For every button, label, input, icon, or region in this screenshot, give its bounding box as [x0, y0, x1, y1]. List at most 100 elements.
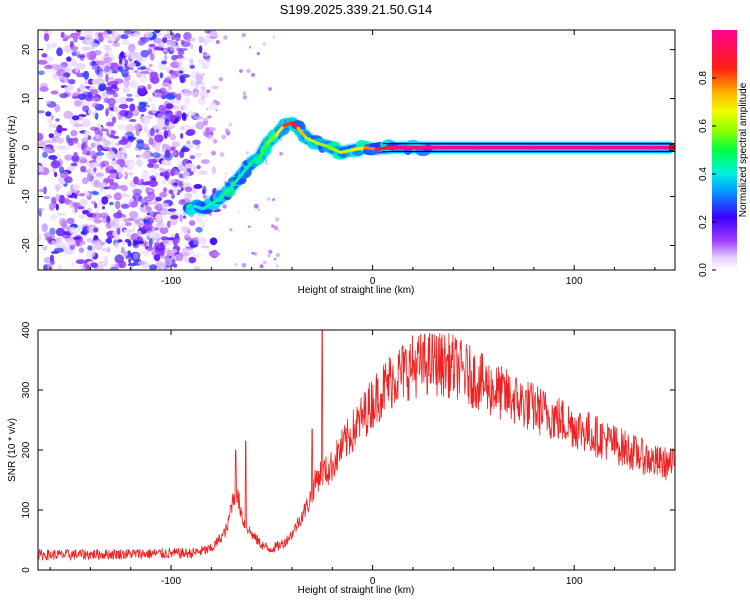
noise-blob [120, 146, 126, 155]
noise-blob [166, 40, 176, 48]
colorbar-tick-label: 0.0 [698, 263, 709, 277]
noise-blob [118, 170, 123, 179]
noise-blob [130, 201, 136, 207]
x-tick-label: 100 [566, 276, 583, 287]
noise-blob [241, 263, 247, 268]
noise-blob [83, 263, 87, 269]
noise-blob [181, 41, 191, 48]
spectrogram-ridge [182, 116, 675, 216]
noise-blob [81, 119, 91, 128]
spectrogram-ylabel: Frequency (Hz) [7, 116, 18, 185]
noise-blob [179, 149, 185, 159]
noise-blob [248, 225, 251, 228]
noise-blob [97, 182, 104, 189]
noise-blob [272, 36, 275, 39]
noise-blob [38, 70, 45, 76]
noise-blob [63, 248, 74, 255]
noise-blob [203, 238, 207, 245]
noise-blob [159, 224, 168, 228]
noise-blob [41, 53, 48, 58]
noise-blob [202, 129, 212, 137]
colorbar-tick-label: 0.8 [698, 71, 709, 85]
y-tick-label: 20 [21, 44, 32, 56]
noise-blob [98, 83, 107, 91]
noise-blob [148, 63, 153, 68]
noise-blob [190, 79, 194, 88]
noise-blob [66, 56, 72, 62]
y-tick-label: 100 [21, 501, 32, 518]
noise-blob [275, 217, 280, 222]
noise-blob [76, 30, 82, 33]
noise-blob [193, 116, 204, 120]
noise-blob [50, 160, 61, 169]
noise-blob [39, 86, 49, 92]
noise-blob [116, 185, 123, 190]
noise-blob [215, 40, 220, 44]
spectrogram-noise [38, 30, 283, 270]
noise-blob [187, 229, 191, 234]
noise-blob [74, 204, 78, 213]
noise-blob [192, 166, 197, 172]
y-tick-label: 300 [21, 381, 32, 398]
noise-blob [70, 45, 79, 52]
noise-blob [87, 135, 92, 141]
noise-blob [170, 215, 179, 220]
noise-blob [61, 220, 68, 228]
figure-title: S199.2025.339.21.50.G14 [280, 2, 433, 17]
noise-blob [54, 183, 63, 190]
noise-blob [219, 152, 225, 157]
noise-blob [111, 30, 119, 40]
ridge-core [363, 146, 379, 151]
noise-blob [108, 125, 112, 135]
ridge-core [266, 133, 278, 145]
noise-blob [234, 263, 238, 267]
noise-blob [196, 165, 201, 170]
noise-blob [137, 223, 146, 227]
noise-blob [60, 127, 68, 132]
noise-blob [127, 172, 134, 176]
noise-blob [141, 115, 146, 120]
noise-blob [113, 93, 118, 98]
noise-blob [184, 163, 195, 169]
noise-blob [256, 51, 260, 56]
noise-blob [185, 130, 195, 137]
noise-blob [72, 183, 80, 191]
ridge-core [374, 145, 395, 151]
noise-blob [132, 223, 138, 227]
noise-blob [215, 101, 221, 106]
noise-blob [161, 238, 169, 245]
noise-blob [147, 83, 152, 90]
colorbar-label: Normalized spectral amplitude [738, 82, 749, 217]
noise-blob [43, 140, 53, 144]
noise-blob [153, 172, 160, 178]
noise-blob [77, 206, 85, 210]
noise-blob [143, 222, 153, 230]
noise-blob [50, 114, 55, 120]
noise-blob [140, 183, 145, 191]
noise-blob [195, 226, 203, 233]
noise-blob [91, 78, 101, 85]
noise-blob [120, 184, 128, 192]
noise-blob [160, 236, 169, 241]
noise-blob [213, 140, 217, 144]
noise-blob [115, 98, 120, 104]
noise-blob [71, 51, 77, 57]
noise-blob [84, 78, 89, 85]
noise-blob [80, 231, 86, 235]
noise-blob [189, 64, 195, 69]
noise-blob [130, 54, 135, 60]
noise-blob [89, 161, 100, 168]
noise-blob [101, 196, 109, 205]
noise-blob [83, 30, 94, 38]
y-tick-label: 200 [21, 441, 32, 458]
noise-blob [150, 127, 155, 137]
noise-blob [184, 97, 191, 105]
noise-blob [90, 142, 96, 148]
noise-blob [93, 219, 102, 224]
noise-blob [170, 170, 175, 177]
noise-blob [265, 162, 268, 165]
noise-blob [105, 44, 113, 54]
noise-blob [188, 58, 194, 63]
noise-blob [188, 256, 197, 264]
noise-blob [141, 172, 151, 180]
